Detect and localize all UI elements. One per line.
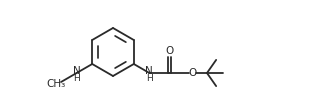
- Text: H: H: [73, 74, 80, 83]
- Text: CH₃: CH₃: [46, 79, 66, 89]
- Text: N: N: [146, 66, 153, 77]
- Text: N: N: [73, 66, 81, 77]
- Text: H: H: [146, 74, 153, 83]
- Text: O: O: [188, 68, 196, 78]
- Text: O: O: [165, 46, 173, 56]
